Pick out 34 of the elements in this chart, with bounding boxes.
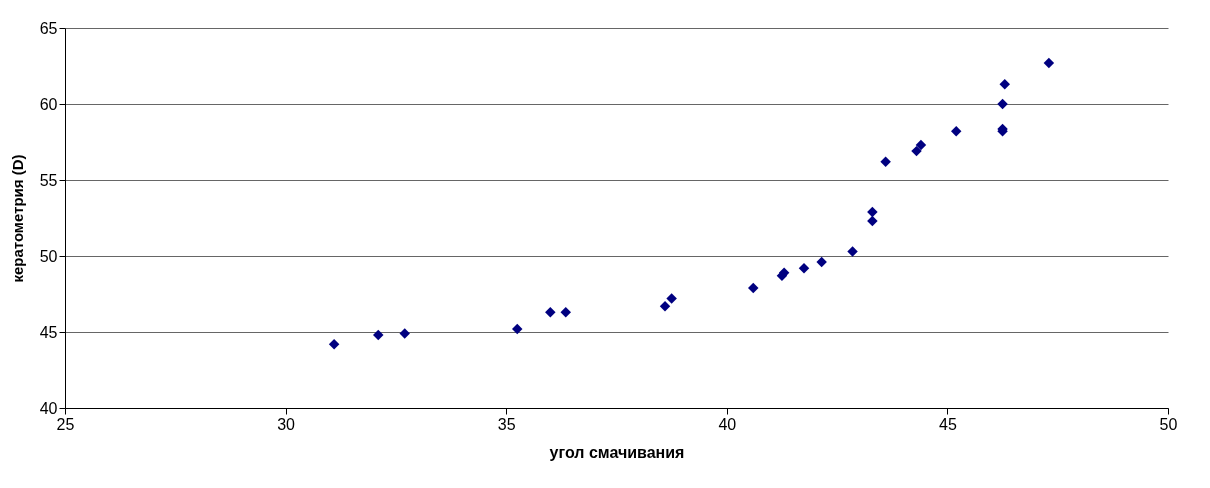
point: [798, 262, 810, 274]
x-axis-title: угол смачивания: [549, 443, 685, 461]
point: [560, 307, 572, 318]
point: [915, 139, 927, 151]
point: [666, 293, 677, 304]
x-tick-label: 30: [277, 415, 296, 433]
y-tick-label: 50: [39, 247, 58, 265]
x-tick-label: 45: [939, 415, 957, 433]
y-tick-label: 45: [39, 323, 58, 341]
point: [659, 300, 671, 312]
point: [997, 98, 1008, 110]
point: [373, 329, 384, 341]
y-tick-label: 55: [39, 171, 58, 189]
y-tick-label: 65: [39, 19, 58, 37]
point: [399, 328, 410, 339]
point: [748, 282, 759, 294]
point: [328, 338, 340, 350]
y-tick-label: 40: [39, 399, 58, 417]
point: [911, 145, 922, 157]
point: [511, 323, 523, 335]
x-tick-label: 25: [56, 415, 75, 433]
point: [847, 246, 858, 257]
point: [816, 256, 827, 268]
point: [999, 79, 1010, 90]
point: [880, 156, 891, 167]
x-tick-label: 50: [1159, 415, 1178, 433]
point: [545, 307, 556, 318]
point: [1043, 57, 1055, 69]
point: [950, 126, 962, 137]
x-tick-label: 40: [718, 415, 737, 433]
y-tick-label: 60: [39, 95, 58, 113]
x-tick-label: 35: [497, 415, 516, 433]
point: [867, 206, 878, 218]
y-axis-title: кератометрия (D): [8, 154, 26, 283]
